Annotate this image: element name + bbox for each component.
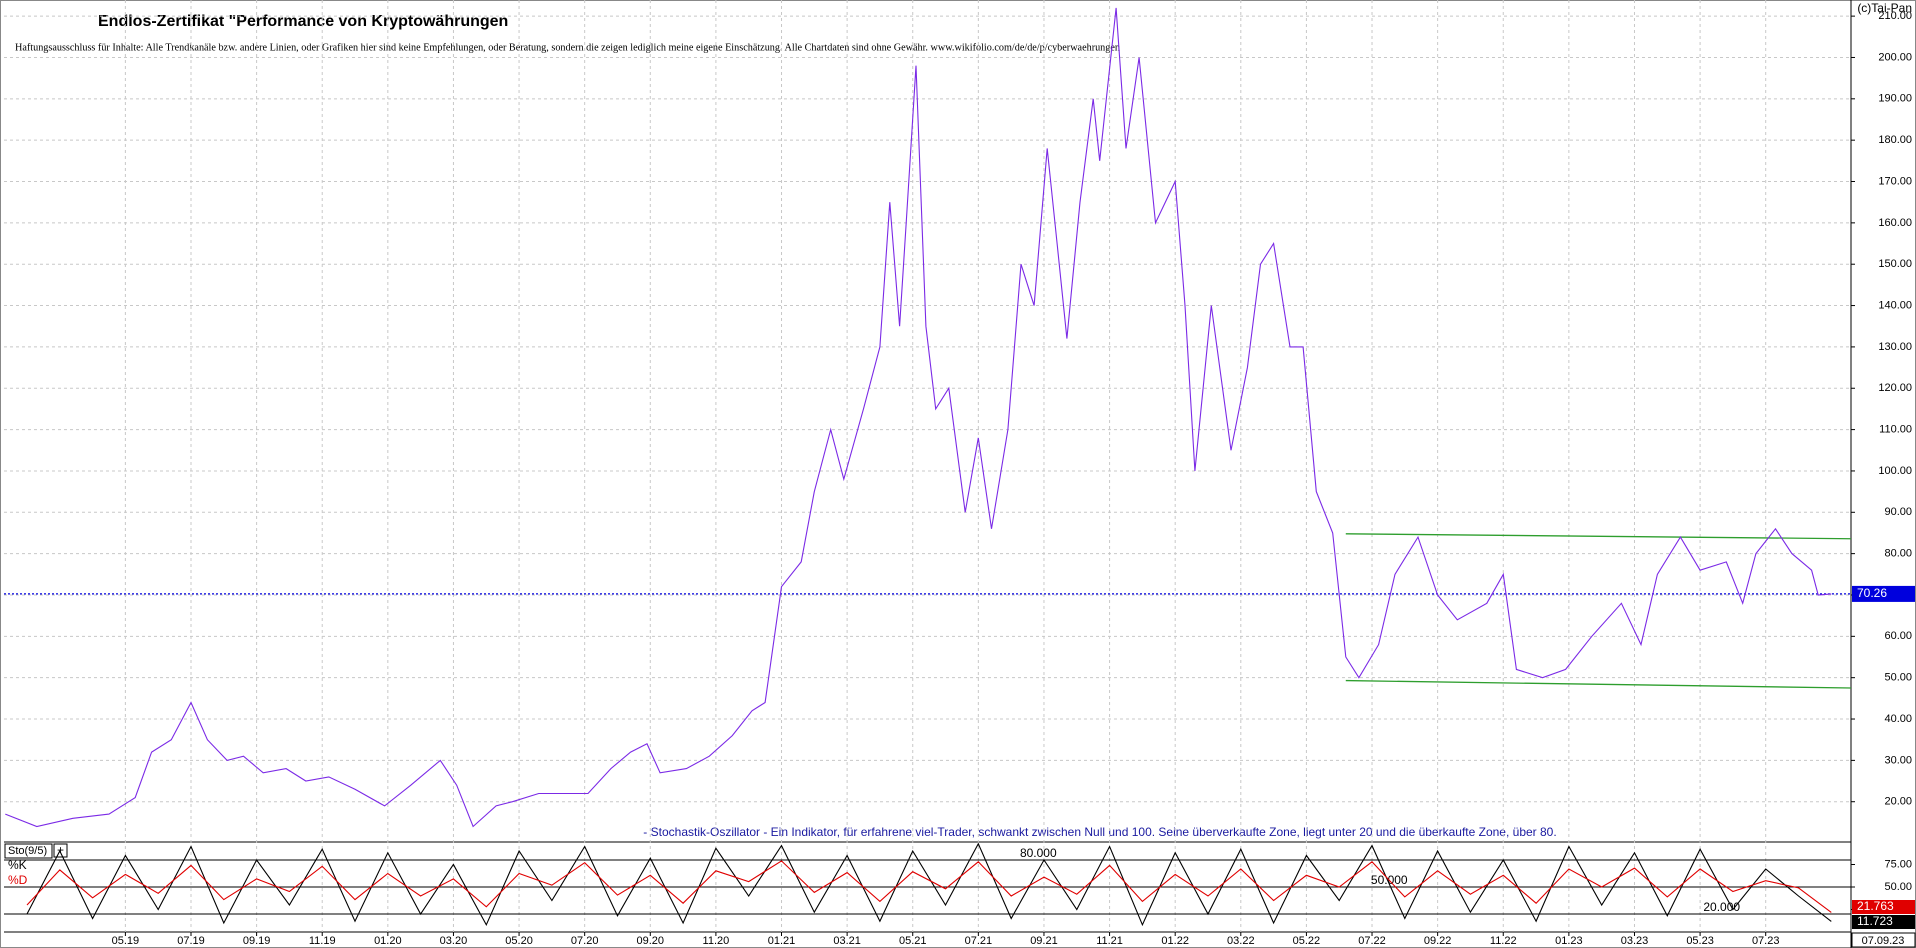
chart-title: Endlos-Zertifikat "Performance von Krypt… — [98, 13, 508, 30]
x-tick-label: 01.20 — [374, 935, 402, 947]
x-tick-label: 09.20 — [637, 935, 665, 947]
end-value-label: 21.763 — [1857, 899, 1894, 913]
level-label: 80.000 — [1020, 846, 1057, 860]
y-tick-label: 40.00 — [1884, 713, 1912, 725]
y-tick-label: 130.00 — [1878, 341, 1912, 353]
x-tick-label: 03.22 — [1227, 935, 1255, 947]
y-tick-label: 110.00 — [1879, 424, 1912, 436]
x-tick-label: 07.23 — [1752, 935, 1780, 947]
x-tick-label: 01.22 — [1161, 935, 1189, 947]
x-tick-label: 11.22 — [1490, 935, 1517, 947]
legend-label: %D — [8, 873, 28, 887]
x-tick-label: 05.22 — [1293, 935, 1321, 947]
y-tick-label: 160.00 — [1878, 217, 1912, 229]
x-tick-label: 09.21 — [1030, 935, 1058, 947]
x-tick-label: 05.20 — [505, 935, 533, 947]
y-tick-label: 140.00 — [1878, 299, 1912, 311]
last-value-label: 70.26 — [1857, 586, 1887, 600]
y-tick-label: 30.00 — [1884, 754, 1912, 766]
x-tick-label: 05.23 — [1686, 935, 1714, 947]
x-tick-label: 07.21 — [965, 935, 993, 947]
end-value-label: 11.723 — [1857, 914, 1893, 928]
x-tick-label: 07.20 — [571, 935, 599, 947]
trendline — [1345, 533, 1852, 540]
x-tick-label: 01.21 — [768, 935, 796, 947]
end-date-box — [1851, 932, 1916, 948]
x-tick-label: 05.21 — [899, 935, 927, 947]
x-tick-label: 07.19 — [177, 935, 205, 947]
series-line — [26, 842, 1832, 927]
series-line — [26, 860, 1832, 913]
x-tick-label: 11.19 — [309, 935, 336, 947]
subtitle: Haftungsausschluss für Inhalte: Alle Tre… — [15, 42, 1120, 53]
x-tick-label: 03.21 — [833, 935, 861, 947]
indicator-button-icon: + — [57, 843, 64, 857]
y-tick-label: 50.00 — [1884, 672, 1912, 684]
y-tick-label: 80.00 — [1884, 548, 1912, 560]
x-tick-label: 09.22 — [1424, 935, 1452, 947]
series-line — [5, 7, 1832, 828]
x-tick-label: 07.22 — [1358, 935, 1386, 947]
y-tick-label: 170.00 — [1878, 175, 1912, 187]
y-tick-label: 75.00 — [1884, 858, 1912, 870]
end-date: 07.09.23 — [1862, 935, 1905, 947]
y-tick-label: 200.00 — [1878, 51, 1912, 63]
y-tick-label: 190.00 — [1878, 93, 1912, 105]
y-tick-label: 60.00 — [1884, 630, 1912, 642]
legend-label: %K — [8, 858, 27, 872]
indicator-label: Sto(9/5) — [8, 845, 47, 857]
x-tick-label: 09.19 — [243, 935, 271, 947]
last-value-box — [1852, 585, 1915, 602]
y-tick-label: 180.00 — [1878, 134, 1912, 146]
x-tick-label: 03.23 — [1621, 935, 1649, 947]
x-tick-label: 03.20 — [440, 935, 468, 947]
y-tick-label: 20.00 — [1884, 796, 1912, 808]
x-tick-label: 11.20 — [703, 935, 730, 947]
y-tick-label: 120.00 — [1878, 382, 1912, 394]
y-tick-label: 100.00 — [1878, 465, 1912, 477]
y-tick-label: 50.00 — [1884, 881, 1912, 893]
indicator-box — [4, 843, 53, 859]
end-value-box — [1852, 915, 1915, 929]
x-tick-label: 01.23 — [1555, 935, 1583, 947]
indicator-annotation: - Stochastik-Oszillator - Ein Indikator,… — [643, 825, 1556, 839]
y-tick-label: 90.00 — [1884, 506, 1912, 518]
y-tick-label: 210.00 — [1878, 10, 1912, 22]
source: (c)Tai-Pan — [1857, 1, 1912, 15]
x-tick-label: 05.19 — [112, 935, 140, 947]
x-tick-label: 11.21 — [1096, 935, 1123, 947]
indicator-button[interactable] — [53, 843, 68, 858]
level-label: 20.000 — [1703, 900, 1740, 914]
end-value-box — [1852, 900, 1915, 914]
y-tick-label: 150.00 — [1878, 258, 1912, 270]
trendline — [1345, 679, 1852, 689]
